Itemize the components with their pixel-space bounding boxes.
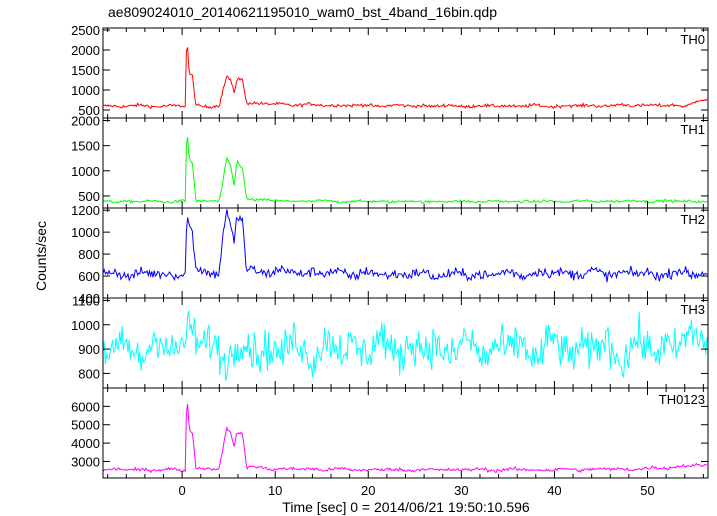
panel-label: TH1 — [680, 122, 705, 137]
y-tick-label: 2500 — [71, 23, 100, 38]
y-tick-label: 1000 — [71, 318, 100, 333]
panel-th0: TH0 500 1000 1500 2000 2500 — [71, 23, 709, 119]
series-line-th3 — [103, 310, 708, 381]
y-tick-label: 800 — [78, 366, 100, 381]
y-tick-label: 800 — [78, 247, 100, 262]
panel-th1: TH1 500 1000 1500 2000 — [71, 114, 709, 209]
y-tick-label: 3000 — [71, 454, 100, 469]
panel-label: TH0123 — [659, 392, 705, 407]
y-tick-label: 1000 — [71, 164, 100, 179]
x-axis-label: Time [sec] 0 = 2014/06/21 19:50:10.596 — [282, 499, 530, 515]
x-tick-label: 10 — [268, 483, 282, 498]
x-tick-label: 50 — [640, 483, 654, 498]
panel-label: TH3 — [680, 302, 705, 317]
x-tick-label: 0 — [178, 483, 185, 498]
panel-label: TH2 — [680, 212, 705, 227]
panel-frame — [102, 117, 709, 209]
y-tick-label: 1500 — [71, 139, 100, 154]
series-line-th1 — [103, 136, 708, 205]
y-tick-label: 500 — [78, 189, 100, 204]
y-tick-label: 2000 — [71, 114, 100, 129]
y-tick-label: 1000 — [71, 225, 100, 240]
panel-frame — [102, 387, 709, 479]
y-tick-label: 900 — [78, 342, 100, 357]
chart-panels: TH05001000150020002500TH1500100015002000… — [71, 23, 709, 498]
y-tick-label: 5000 — [71, 418, 100, 433]
series-line-th2 — [103, 209, 708, 283]
y-tick-label: 2000 — [71, 43, 100, 58]
panel-th0123: TH0123 3000 4000 5000 6000 — [71, 387, 709, 479]
x-tick-label: 30 — [454, 483, 468, 498]
y-tick-label: 1200 — [71, 203, 100, 218]
y-axis-label: Counts/sec — [33, 221, 49, 291]
y-tick-label: 1500 — [71, 63, 100, 78]
panel-th2: TH2 400 600 800 1000 1200 — [71, 203, 709, 306]
series-line-th0 — [103, 47, 708, 110]
y-tick-label: 4000 — [71, 436, 100, 451]
y-tick-label: 1000 — [71, 83, 100, 98]
y-tick-label: 600 — [78, 269, 100, 284]
panel-label: TH0 — [680, 32, 705, 47]
chart-title: ae809024010_20140621195010_wam0_bst_4ban… — [108, 4, 497, 20]
series-line-th0123 — [103, 403, 707, 474]
y-tick-label: 500 — [78, 103, 100, 118]
x-tick-label: 40 — [547, 483, 561, 498]
y-tick-label: 1100 — [72, 293, 100, 308]
y-tick-label: 400 — [78, 291, 100, 306]
y-tick-label: 6000 — [71, 399, 100, 414]
x-tick-label: 20 — [361, 483, 375, 498]
panel-th3: TH3 800 900 1000 1100 — [71, 293, 709, 389]
